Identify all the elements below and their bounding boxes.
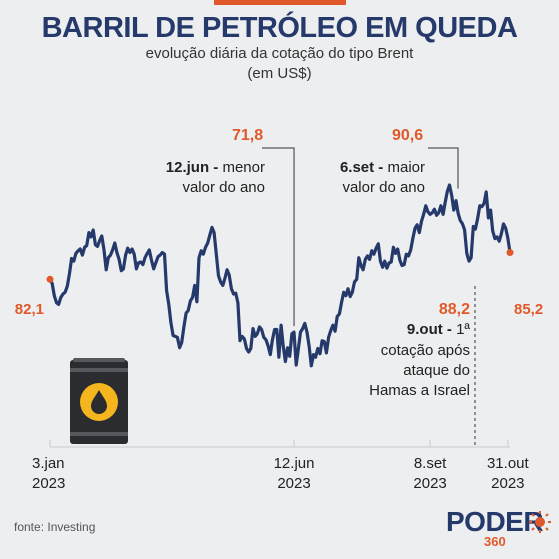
start-value-label: 82,1	[15, 301, 44, 318]
max-leader-line	[428, 147, 459, 189]
oil-barrel-icon	[70, 358, 128, 444]
end-point	[506, 248, 514, 256]
oct9-annotation-text: 9.out - 1ª	[407, 321, 471, 338]
series-line	[48, 183, 512, 368]
max-value-label: 90,6	[392, 127, 423, 144]
x-tick-label: 3.jan	[32, 455, 65, 472]
oct9-annotation-line3: ataque do	[403, 362, 470, 379]
min-annotation-line2: valor do ano	[182, 179, 265, 196]
oct9-annotation-line4: Hamas a Israel	[369, 382, 470, 399]
oct9-value-label: 88,2	[439, 301, 470, 318]
x-tick-year: 2023	[32, 475, 65, 492]
value-labels: 82,1 85,2	[15, 301, 543, 318]
start-point	[46, 275, 54, 283]
x-tick-label: 12.jun	[274, 455, 315, 472]
x-tick-year: 2023	[277, 475, 310, 492]
end-value-label: 85,2	[514, 301, 543, 318]
x-tick-year: 2023	[491, 475, 524, 492]
poder360-logo: PODER 360	[446, 506, 554, 554]
chart-subtitle: evolução diária da cotação do tipo Brent	[145, 45, 414, 62]
min-leader-line	[262, 147, 295, 327]
x-tick-label: 8.set	[414, 455, 447, 472]
max-annotation-line2: valor do ano	[342, 179, 425, 196]
x-axis: 3.jan 2023 12.jun 2023 8.set 2023 31.out 2023	[32, 440, 530, 492]
min-value-label: 71,8	[232, 127, 263, 144]
top-accent-bar	[214, 0, 346, 5]
source-note: fonte: Investing	[14, 520, 96, 534]
endpoints	[46, 248, 514, 283]
sun-icon	[529, 511, 551, 533]
logo-sub: 360	[484, 534, 506, 549]
min-annotation-text: 12.jun - menor	[166, 159, 265, 176]
chart-title: BARRIL DE PETRÓLEO EM QUEDA	[41, 12, 518, 44]
oct9-annotation-line2: cotação após	[381, 342, 470, 359]
annotations: 71,8 12.jun - menor valor do ano 90,6 6.set …	[166, 127, 476, 447]
x-tick-label: 31.out	[487, 455, 530, 472]
chart-unit: (em US$)	[247, 65, 312, 82]
max-annotation-text: 6.set - maior	[340, 159, 425, 176]
logo-text: PODER	[446, 506, 544, 537]
x-tick-year: 2023	[413, 475, 446, 492]
